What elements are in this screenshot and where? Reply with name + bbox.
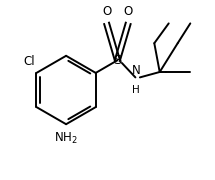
- Text: O: O: [102, 5, 111, 18]
- Text: Cl: Cl: [23, 55, 35, 68]
- Text: O: O: [124, 5, 133, 18]
- Text: NH$_2$: NH$_2$: [54, 131, 78, 147]
- Text: H: H: [132, 85, 140, 95]
- Text: S: S: [113, 54, 122, 67]
- Text: N: N: [132, 64, 141, 77]
